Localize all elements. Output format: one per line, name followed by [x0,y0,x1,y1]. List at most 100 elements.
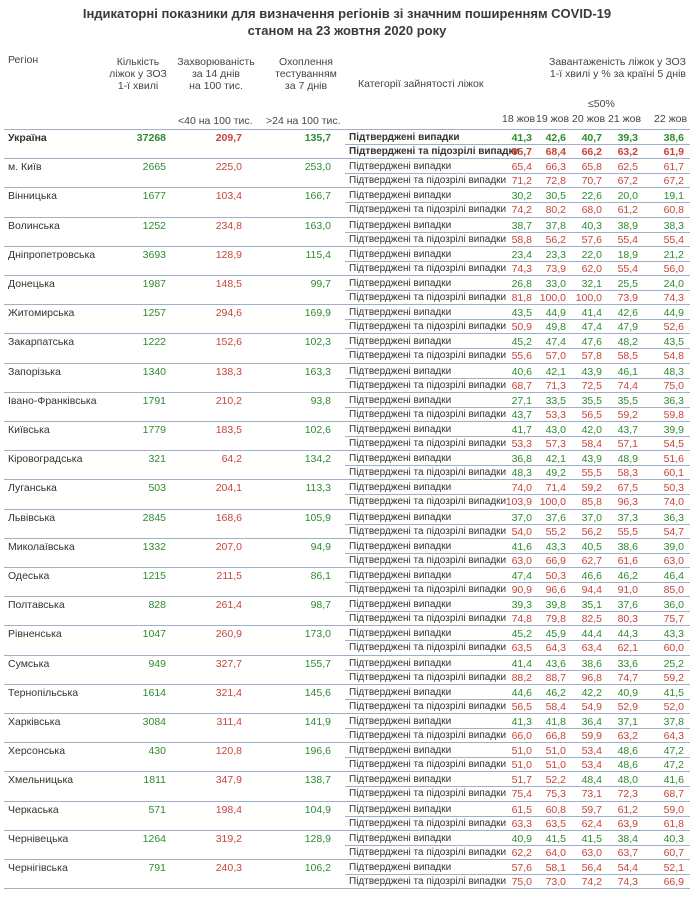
load-suspected-value: 51,0 [545,759,566,772]
header-incidence-line-2: за 14 днів [191,68,240,80]
row-separator [4,421,690,422]
load-confirmed-value: 50,3 [663,482,684,495]
region-name: Україна [8,132,47,144]
load-suspected-value: 56,2 [581,525,602,538]
region-name: м. Київ [8,161,42,174]
load-suspected-value: 58,4 [545,700,566,713]
row-separator [4,217,690,218]
testing-value: 145,6 [304,686,331,699]
category-suspected: Підтверджені та підозрілі випадки [349,292,507,303]
region-name: Чернігівська [8,862,68,874]
load-confirmed-value: 45,2 [511,628,532,641]
testing-value: 166,7 [304,190,331,203]
row-separator [4,655,690,656]
load-confirmed-value: 30,2 [511,190,532,203]
row-separator [4,742,690,743]
load-suspected-value: 82,5 [581,613,602,626]
testing-value: 94,9 [310,540,331,553]
load-suspected-value: 66,9 [545,554,566,567]
threshold-load: ≤50% [588,98,615,110]
load-confirmed-value: 43,3 [545,540,566,553]
load-confirmed-value: 38,6 [663,132,684,144]
testing-value: 135,7 [304,132,331,144]
category-confirmed: Підтверджені випадки [349,774,452,786]
load-suspected-value: 66,0 [511,730,532,742]
header-testing-line-3: за 7 днів [284,80,328,92]
header-beds-line-1: Кількість [116,56,160,68]
region-name: Тернопільська [8,686,79,699]
incidence-value: 234,8 [215,219,242,232]
load-suspected-value: 56,5 [581,408,602,421]
load-confirmed-value: 23,4 [511,248,532,261]
title-line-1: Індикаторні показники для визначення рег… [82,6,612,21]
region-name: Хмельницька [8,774,74,787]
load-confirmed-value: 41,3 [511,716,532,728]
load-suspected-value: 55,5 [581,467,602,480]
load-confirmed-value: 25,2 [663,657,684,670]
load-suspected-value: 58,4 [581,438,602,450]
incidence-value: 319,2 [215,832,242,845]
load-confirmed-value: 36,0 [663,599,684,612]
row-separator [4,625,690,626]
load-confirmed-value: 56,4 [581,862,602,874]
beds-count: 571 [148,803,166,816]
category-suspected: Підтверджені та підозрілі випадки [349,262,507,274]
load-confirmed-value: 38,6 [617,540,638,553]
load-suspected-value: 62,2 [511,846,532,859]
load-suspected-value: 75,4 [511,788,532,801]
category-suspected: Підтверджені та підозрілі випадки [349,204,507,216]
load-confirmed-value: 58,1 [545,862,566,874]
row-separator [4,246,690,247]
load-confirmed-value: 46,6 [581,570,602,582]
region-name: Полтавська [8,599,65,612]
load-suspected-value: 62,7 [581,554,602,567]
testing-value: 98,7 [310,599,331,612]
region-name: Волинська [8,219,60,232]
load-suspected-value: 94,4 [581,584,602,596]
load-suspected-value: 74,2 [511,204,532,217]
load-confirmed-value: 44,9 [663,307,684,320]
beds-count: 1047 [142,628,166,641]
row-separator [4,771,690,772]
testing-value: 93,8 [310,394,331,407]
load-confirmed-value: 41,5 [663,686,684,699]
testing-value: 163,0 [304,219,331,232]
load-suspected-value: 55,4 [663,233,684,246]
load-suspected-value: 72,3 [617,788,638,801]
load-confirmed-value: 37,0 [581,511,602,524]
testing-value: 106,2 [304,862,331,874]
incidence-value: 210,2 [215,394,242,407]
category-suspected: Підтверджені та підозрілі випадки [349,642,507,654]
load-suspected-value: 48,6 [617,759,638,772]
row-separator [345,611,690,612]
load-suspected-value: 74,3 [511,262,532,275]
load-confirmed-value: 51,0 [511,745,532,758]
load-confirmed-value: 40,3 [581,219,602,232]
incidence-value: 347,9 [215,774,242,787]
category-suspected: Підтверджені та підозрілі випадки [349,233,507,245]
load-suspected-value: 58,3 [617,467,638,480]
row-separator [345,436,690,437]
row-separator [345,670,690,671]
header-beds: Кількість ліжок у ЗОЗ 1-ї хвилі [98,56,178,92]
load-confirmed-value: 65,8 [581,161,602,174]
beds-count: 1215 [142,570,166,582]
beds-count: 828 [148,599,166,612]
region-name: Луганська [8,482,57,495]
load-confirmed-value: 22,6 [581,190,602,203]
testing-value: 102,3 [304,336,331,349]
load-confirmed-value: 47,6 [581,336,602,349]
load-confirmed-value: 59,7 [581,803,602,816]
load-confirmed-value: 26,8 [511,278,532,290]
load-confirmed-value: 47,4 [545,336,566,349]
load-suspected-value: 57,0 [545,350,566,363]
load-suspected-value: 85,0 [663,584,684,596]
load-confirmed-value: 40,9 [617,686,638,699]
row-separator [4,479,690,480]
load-confirmed-value: 41,4 [511,657,532,670]
load-confirmed-value: 23,3 [545,248,566,261]
load-suspected-value: 60,7 [663,846,684,859]
load-suspected-value: 64,0 [545,846,566,859]
category-confirmed: Підтверджені випадки [349,307,452,319]
row-separator [4,275,690,276]
